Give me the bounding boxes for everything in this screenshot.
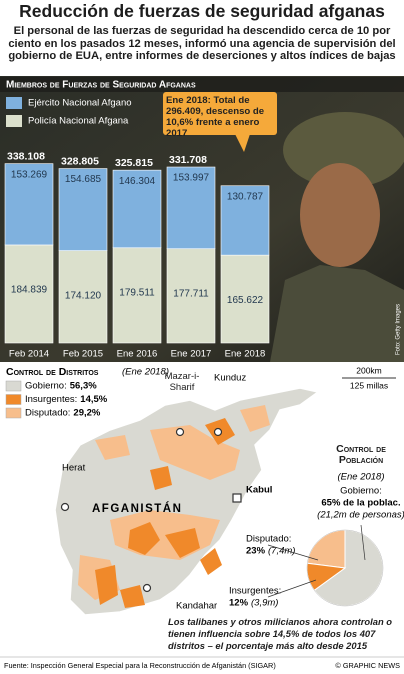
source: Fuente: Inspección General Especial para… xyxy=(4,661,276,670)
bar-segment xyxy=(4,244,54,344)
city-label: Mazar-i-Sharif xyxy=(164,371,200,393)
annotation: Ene 2018: Total de 296.409, descenso de … xyxy=(166,95,265,139)
bar-segment xyxy=(220,254,270,344)
bar-segment xyxy=(112,169,162,249)
bar-segment xyxy=(58,168,108,251)
value-label: 153.997 xyxy=(173,173,210,184)
scale-label: 200km xyxy=(356,365,382,375)
pie-outline xyxy=(306,529,384,607)
scale-label: 125 millas xyxy=(350,380,388,390)
value-label: 154.685 xyxy=(65,174,102,185)
leader xyxy=(360,524,366,561)
legend-swatch xyxy=(6,97,22,109)
key-swatch xyxy=(5,380,22,392)
value-label: 179.511 xyxy=(119,287,155,298)
pie-note: (3,9m) xyxy=(251,598,278,609)
annotation-pointer xyxy=(235,134,250,152)
uniform xyxy=(270,265,404,362)
pie-note: (7,4m) xyxy=(268,546,295,557)
key-value: 56,3% xyxy=(70,381,97,392)
bar-segment xyxy=(166,248,216,344)
pie-value: 12% xyxy=(229,598,249,609)
face xyxy=(300,163,380,267)
x-tick-label: Ene 2018 xyxy=(225,349,266,360)
city-label: Kandahar xyxy=(176,601,217,612)
total-label: 338.108 xyxy=(7,150,45,162)
pie-category: Insurgentes: xyxy=(229,586,281,597)
pie-category: Gobierno: xyxy=(340,486,382,497)
key-label: Gobierno: xyxy=(25,381,67,392)
x-tick-label: Ene 2016 xyxy=(117,349,158,360)
x-tick-label: Feb 2015 xyxy=(63,349,103,360)
key-swatch xyxy=(5,407,22,419)
pie-value: 23% xyxy=(246,546,266,557)
city-label: Kunduz xyxy=(214,373,246,384)
key-label: Disputado: xyxy=(25,408,70,419)
total-label: 328.805 xyxy=(61,155,99,167)
key-subtitle: (Ene 2018) xyxy=(122,367,169,378)
bar-segment xyxy=(112,247,162,344)
key-title: Control de Distritos xyxy=(6,366,99,378)
cities xyxy=(60,427,242,593)
panel-header xyxy=(0,77,404,92)
legend-swatch xyxy=(6,115,22,127)
legend-label: Ejército Nacional Afgano xyxy=(28,98,132,109)
legend-label: Policía Nacional Afgana xyxy=(28,116,129,127)
value-label: 174.120 xyxy=(65,290,102,301)
x-tick-label: Feb 2014 xyxy=(9,349,49,360)
total-label: 331.708 xyxy=(169,154,207,166)
leader xyxy=(267,579,317,598)
population-title: Control de Población xyxy=(336,443,386,466)
subtitle: El personal de las fuerzas de seguridad … xyxy=(8,25,396,63)
pie-value: 65% de la poblac. xyxy=(321,498,400,509)
pie-subtitle: (Ene 2018) xyxy=(337,472,384,483)
annotation-box xyxy=(163,92,277,135)
bar-segment xyxy=(58,250,108,344)
panel-title: Miembros de Fuerzas de Seguridad Afganas xyxy=(6,80,196,91)
title: Reducción de fuerzas de seguridad afgana… xyxy=(19,1,385,21)
key-label: Insurgentes: xyxy=(25,394,77,405)
value-label: 184.839 xyxy=(11,285,48,296)
insurgent-areas xyxy=(95,418,235,608)
total-label: 325.815 xyxy=(115,157,153,169)
map-note: Los talibanes y otros milicianos ahora c… xyxy=(168,616,393,651)
leader xyxy=(267,544,319,561)
value-label: 153.269 xyxy=(11,169,48,180)
x-tick-label: Ene 2017 xyxy=(171,349,212,360)
value-label: 177.711 xyxy=(173,288,209,299)
city-label: Herat xyxy=(62,463,86,474)
key-value: 29,2% xyxy=(73,408,100,419)
pie-category: Disputado: xyxy=(246,534,291,545)
map xyxy=(54,387,320,616)
pie-slice xyxy=(306,529,346,569)
credit: © GRAPHIC NEWS xyxy=(335,661,400,670)
key-swatch xyxy=(5,394,22,405)
value-label: 146.304 xyxy=(119,176,156,187)
pie-note: (21,2m de personas) xyxy=(317,510,404,521)
bar-segment xyxy=(4,163,54,246)
value-label: 165.622 xyxy=(227,295,264,306)
country-label: Afganistán xyxy=(92,502,182,515)
key-value: 14,5% xyxy=(80,394,107,405)
bar-segment xyxy=(166,166,216,250)
photo-credit: Foto: Getty Images xyxy=(396,304,402,355)
city-label: Kabul xyxy=(246,485,272,496)
bar-segment xyxy=(220,185,270,256)
value-label: 130.787 xyxy=(227,191,264,202)
helmet xyxy=(283,112,404,188)
